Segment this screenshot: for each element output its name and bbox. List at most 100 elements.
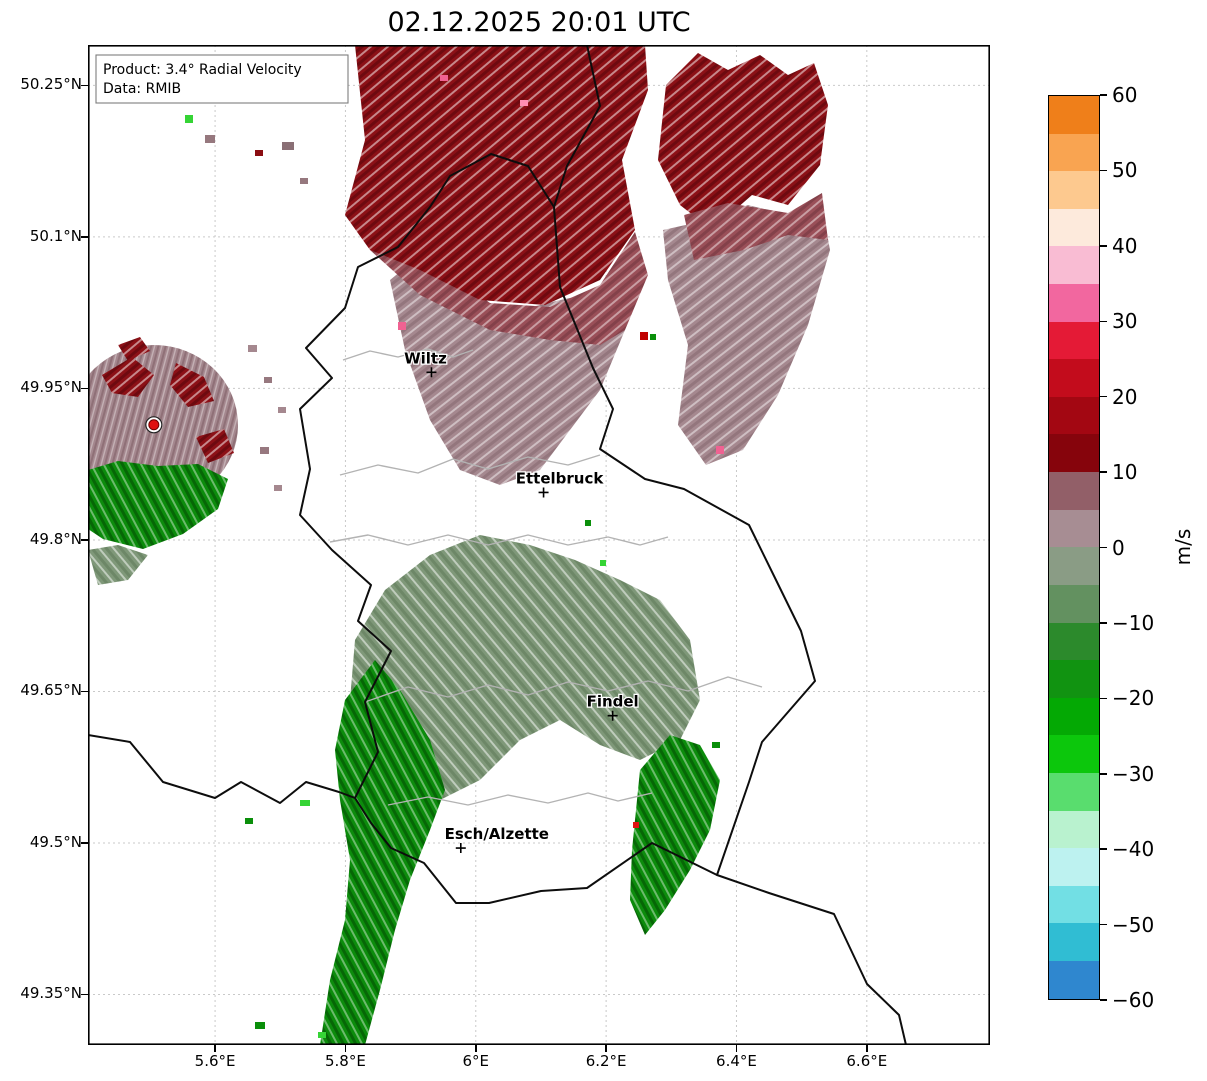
colorbar-unit-label: m/s xyxy=(1171,528,1195,566)
colorbar-tick-label: 40 xyxy=(1112,233,1138,258)
radar-echo-radar-site-green-band xyxy=(88,461,228,549)
colorbar-segment xyxy=(1049,434,1099,473)
colorbar-tick-label: −40 xyxy=(1112,837,1155,862)
radar-echo-pixel xyxy=(205,135,215,143)
y-tick-label: 49.65°N xyxy=(20,681,82,700)
colorbar-tick-label: −30 xyxy=(1112,761,1155,786)
colorbar-tick-mark xyxy=(1100,471,1107,473)
radar-echo-pixel xyxy=(255,150,263,156)
colorbar-tick-label: 20 xyxy=(1112,384,1138,409)
country-border-southwest xyxy=(88,734,356,804)
colorbar-segment xyxy=(1049,584,1099,623)
country-border-north xyxy=(553,45,601,208)
colorbar-segment xyxy=(1049,772,1099,811)
radar-echo-pixel xyxy=(585,520,591,526)
country-border-luxembourg xyxy=(299,153,816,904)
colorbar-segment xyxy=(1049,547,1099,585)
radar-echo-pixel xyxy=(248,345,257,352)
radar-echo-pixel xyxy=(712,742,720,748)
x-tick-mark xyxy=(475,1045,477,1052)
colorbar-tick-mark xyxy=(1100,697,1107,700)
radar-echo-pixel xyxy=(440,75,448,81)
colorbar-tick-label: 50 xyxy=(1112,158,1138,183)
x-tick-label: 6.6°E xyxy=(846,1052,888,1070)
product-label: Product: 3.4° Radial Velocity xyxy=(103,62,302,78)
colorbar-tick-label: −20 xyxy=(1112,686,1155,711)
x-tick-label: 5.8°E xyxy=(325,1052,366,1070)
radar-echo-radar-site-red-speck-4 xyxy=(118,337,150,361)
colorbar-segment xyxy=(1049,96,1099,134)
radar-echo-center-green-muted xyxy=(350,535,700,800)
colorbar-segment xyxy=(1049,133,1099,172)
colorbar-tick-mark xyxy=(1100,848,1107,850)
radar-echo-pixel xyxy=(282,142,294,150)
radar-echo-pixel xyxy=(300,800,310,806)
y-tick-mark xyxy=(81,993,88,996)
radar-echo-pixel xyxy=(274,485,282,491)
radar-echo-pixel xyxy=(633,822,639,828)
radar-echo-pixel xyxy=(260,447,269,454)
district-border xyxy=(364,676,763,703)
radar-echo-pixel xyxy=(716,446,724,454)
colorbar-segment xyxy=(1049,208,1099,247)
radar-echo-pixel xyxy=(264,377,272,383)
colorbar-segment xyxy=(1049,622,1099,661)
radar-echo-radar-site-red-speck-3 xyxy=(196,429,234,463)
data-source-label: Data: RMIB xyxy=(103,81,181,97)
colorbar-tick-mark xyxy=(1100,546,1107,549)
colorbar-tick-mark xyxy=(1100,923,1107,926)
radar-echo-northeast-darkred xyxy=(658,53,828,230)
x-tick-label: 6°E xyxy=(462,1052,490,1070)
y-tick-mark xyxy=(81,387,88,390)
radar-echo-layer xyxy=(88,45,830,1045)
colorbar-tick-mark xyxy=(1100,320,1107,322)
radar-echo-north-red-transition xyxy=(370,232,648,345)
radar-echo-radar-site-red-speck-1 xyxy=(102,357,154,397)
x-tick-mark xyxy=(344,1045,347,1052)
y-tick-mark xyxy=(81,539,88,541)
colorbar-tick-mark xyxy=(1100,999,1107,1001)
country-border-southeast xyxy=(716,874,907,1045)
colorbar-segment xyxy=(1049,923,1099,962)
radar-echo-pixel xyxy=(300,178,308,184)
y-tick-mark xyxy=(81,842,88,844)
district-border xyxy=(342,348,474,361)
colorbar-tick-label: 0 xyxy=(1112,535,1125,560)
colorbar-tick-mark xyxy=(1100,395,1107,398)
colorbar-tick-mark xyxy=(1100,245,1107,247)
colorbar-tick-mark xyxy=(1100,94,1107,96)
colorbar-segment xyxy=(1049,509,1099,548)
colorbar-tick-label: 60 xyxy=(1112,83,1138,107)
x-tick-mark xyxy=(866,1045,868,1052)
colorbar-segment xyxy=(1049,321,1099,360)
colorbar-tick-label: −60 xyxy=(1112,988,1155,1012)
district-border xyxy=(329,534,669,546)
radar-echo-radar-site-green-tail xyxy=(88,545,148,585)
city-marker-icon xyxy=(538,487,549,498)
colorbar-tick-label: −50 xyxy=(1112,912,1155,937)
y-tick-label: 50.1°N xyxy=(29,226,82,245)
colorbar-segment xyxy=(1049,961,1099,999)
radar-echo-east-mauve xyxy=(663,195,830,465)
y-tick-mark xyxy=(81,84,88,87)
colorbar-segment xyxy=(1049,284,1099,322)
x-tick-label: 5.6°E xyxy=(194,1052,236,1070)
colorbar-segment xyxy=(1049,848,1099,886)
city-marker-icon xyxy=(426,367,437,378)
radar-site-layer xyxy=(145,416,163,434)
colorbar-segment xyxy=(1049,885,1099,924)
radar-site-dot xyxy=(148,419,160,431)
radar-echo-north-darkred xyxy=(345,45,648,305)
radar-echo-pixel xyxy=(185,115,193,123)
radar-echo-pixel xyxy=(640,332,648,340)
colorbar-tick-mark xyxy=(1100,169,1107,172)
y-tick-label: 49.8°N xyxy=(29,529,82,548)
colorbar-segment xyxy=(1049,660,1099,698)
city-marker-icon xyxy=(455,843,466,854)
city-findel: Findel xyxy=(585,691,640,721)
colorbar-segment xyxy=(1049,396,1099,435)
colorbar-segment xyxy=(1049,810,1099,849)
city-layer: Wiltz Ettelbruck Findel Esch/Alzette xyxy=(403,348,640,854)
figure-title: 02.12.2025 20:01 UTC xyxy=(387,7,691,38)
x-tick-label: 6.2°E xyxy=(585,1052,627,1070)
